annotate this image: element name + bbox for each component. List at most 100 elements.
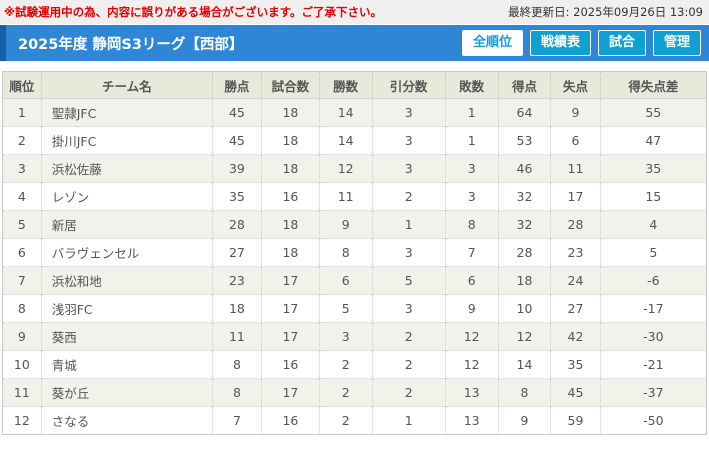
- goals-for-cell: 32: [497, 182, 551, 211]
- table-row: 8 浅羽FC 18 17 5 3 9 10 27 -17: [2, 294, 707, 323]
- wins-cell: 8: [318, 238, 373, 267]
- page-title: 2025年度 静岡S3リーグ【西部】: [18, 36, 244, 53]
- points-cell: 39: [211, 154, 262, 183]
- wins-cell: 14: [318, 98, 373, 127]
- goal-difference-cell: 4: [599, 210, 707, 239]
- points-cell: 28: [211, 210, 262, 239]
- draws-cell: 3: [371, 126, 446, 155]
- goals-for-cell: 64: [497, 98, 551, 127]
- rank-cell: 7: [2, 266, 42, 295]
- all-rankings-button[interactable]: 全順位: [461, 30, 523, 56]
- team-name-cell: 浜松和地: [40, 266, 213, 295]
- team-name-cell: 葵西: [40, 322, 213, 351]
- goal-difference-cell: 55: [599, 98, 707, 127]
- team-name-cell: バラヴェンセル: [40, 238, 213, 267]
- table-row: 7 浜松和地 23 17 6 5 6 18 24 -6: [2, 266, 707, 295]
- wins-cell: 2: [318, 350, 373, 379]
- goals-for-cell: 46: [497, 154, 551, 183]
- goals-against-cell: 35: [550, 350, 601, 379]
- team-name-cell: 浜松佐藤: [40, 154, 213, 183]
- wins-cell: 12: [318, 154, 373, 183]
- results-table-button[interactable]: 戦績表: [529, 30, 591, 56]
- points-cell: 18: [211, 294, 262, 323]
- games-played-cell: 16: [261, 406, 320, 435]
- matches-button[interactable]: 試合: [597, 30, 646, 56]
- goal-difference-cell: -50: [599, 406, 707, 435]
- team-name-cell: 浅羽FC: [40, 294, 213, 323]
- goals-against-cell: 42: [550, 322, 601, 351]
- goals-against-cell: 27: [550, 294, 601, 323]
- goals-against-cell: 11: [550, 154, 601, 183]
- losses-cell: 6: [444, 266, 499, 295]
- draws-cell: 3: [371, 238, 446, 267]
- points-cell: 7: [211, 406, 262, 435]
- losses-cell: 12: [444, 350, 499, 379]
- goals-for-cell: 9: [497, 406, 551, 435]
- goals-for-cell: 8: [497, 378, 551, 407]
- points-cell: 8: [211, 378, 262, 407]
- goals-for-cell: 12: [497, 322, 551, 351]
- goal-difference-cell: 5: [599, 238, 707, 267]
- standings-table-container: 順位 チーム名 勝点 試合数 勝数 引分数 敗数 得点 失点 得失点差 1 聖隷JFC 45 18 14 3…: [2, 71, 707, 435]
- wins-cell: 3: [318, 322, 373, 351]
- goals-against-cell: 23: [550, 238, 601, 267]
- goals-against-cell: 59: [550, 406, 601, 435]
- points-column-header: 勝点: [211, 71, 262, 99]
- rank-cell: 9: [2, 322, 42, 351]
- goals-for-cell: 32: [497, 210, 551, 239]
- draws-cell: 2: [371, 182, 446, 211]
- games-played-cell: 18: [261, 98, 320, 127]
- goals-against-cell: 45: [550, 378, 601, 407]
- goals-for-cell: 28: [497, 238, 551, 267]
- rank-cell: 3: [2, 154, 42, 183]
- wins-cell: 14: [318, 126, 373, 155]
- team-name-cell: 葵が丘: [40, 378, 213, 407]
- points-cell: 11: [211, 322, 262, 351]
- wins-cell: 2: [318, 406, 373, 435]
- losses-cell: 3: [444, 182, 499, 211]
- games-played-cell: 17: [261, 294, 320, 323]
- wins-column-header: 勝数: [318, 71, 373, 99]
- draws-column-header: 引分数: [371, 71, 446, 99]
- points-cell: 23: [211, 266, 262, 295]
- goals-for-cell: 10: [497, 294, 551, 323]
- team-name-cell: 新居: [40, 210, 213, 239]
- goal-difference-cell: -21: [599, 350, 707, 379]
- losses-cell: 13: [444, 406, 499, 435]
- goals-against-column-header: 失点: [550, 71, 601, 99]
- draws-cell: 3: [371, 98, 446, 127]
- draws-cell: 3: [371, 294, 446, 323]
- league-header-bar: 2025年度 静岡S3リーグ【西部】 全順位 戦績表 試合 管理: [0, 25, 709, 61]
- goals-against-cell: 9: [550, 98, 601, 127]
- admin-button[interactable]: 管理: [652, 30, 701, 56]
- losses-column-header: 敗数: [444, 71, 499, 99]
- goal-difference-cell: 35: [599, 154, 707, 183]
- table-row: 1 聖隷JFC 45 18 14 3 1 64 9 55: [2, 98, 707, 127]
- wins-cell: 11: [318, 182, 373, 211]
- goals-against-cell: 17: [550, 182, 601, 211]
- draws-cell: 3: [371, 154, 446, 183]
- team-name-cell: 聖隷JFC: [40, 98, 213, 127]
- losses-cell: 13: [444, 378, 499, 407]
- games-played-cell: 16: [261, 350, 320, 379]
- team-name-cell: レゾン: [40, 182, 213, 211]
- top-strip: ※試験運用中の為、内容に誤りがある場合がございます。ご了承下さい。 最終更新日:…: [0, 0, 709, 24]
- games-played-cell: 17: [261, 322, 320, 351]
- games-played-cell: 16: [261, 182, 320, 211]
- rank-cell: 12: [2, 406, 42, 435]
- games-played-cell: 17: [261, 378, 320, 407]
- trial-notice-text: ※試験運用中の為、内容に誤りがある場合がございます。ご了承下さい。: [4, 5, 383, 19]
- table-row: 2 掛川JFC 45 18 14 3 1 53 6 47: [2, 126, 707, 155]
- losses-cell: 8: [444, 210, 499, 239]
- table-row: 3 浜松佐藤 39 18 12 3 3 46 11 35: [2, 154, 707, 183]
- games-played-cell: 18: [261, 210, 320, 239]
- games-played-cell: 18: [261, 238, 320, 267]
- wins-cell: 5: [318, 294, 373, 323]
- rank-cell: 11: [2, 378, 42, 407]
- rank-column-header: 順位: [2, 71, 42, 99]
- header-row: 順位 チーム名 勝点 試合数 勝数 引分数 敗数 得点 失点 得失点差: [2, 71, 707, 99]
- points-cell: 45: [211, 98, 262, 127]
- standings-table-header: 順位 チーム名 勝点 試合数 勝数 引分数 敗数 得点 失点 得失点差: [2, 71, 707, 99]
- draws-cell: 2: [371, 378, 446, 407]
- goals-for-cell: 53: [497, 126, 551, 155]
